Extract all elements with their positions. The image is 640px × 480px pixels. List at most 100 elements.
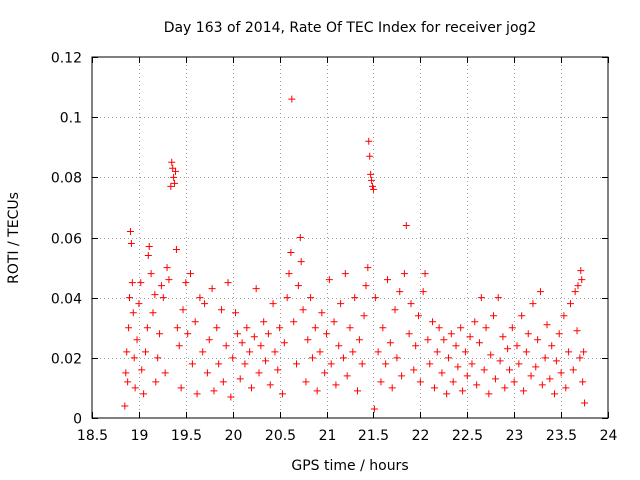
data-point xyxy=(463,372,471,380)
data-point xyxy=(421,270,429,278)
data-point xyxy=(152,378,160,386)
y-axis-label: ROTI / TECUs xyxy=(6,192,22,284)
data-point xyxy=(193,390,201,398)
data-point xyxy=(491,375,499,383)
data-point xyxy=(581,399,589,407)
data-point xyxy=(513,342,521,350)
data-point xyxy=(435,324,443,332)
data-point xyxy=(482,324,490,332)
data-point xyxy=(349,348,357,356)
x-tick-label: 19.5 xyxy=(171,428,202,444)
data-point xyxy=(382,360,390,368)
data-point xyxy=(541,354,549,362)
data-point xyxy=(141,348,149,356)
data-point xyxy=(466,333,474,341)
data-point xyxy=(325,276,333,284)
data-point xyxy=(485,390,493,398)
plot-frame xyxy=(91,56,609,419)
x-tick-label: 19 xyxy=(131,428,149,444)
data-point xyxy=(170,173,178,181)
y-tick-label: 0.12 xyxy=(51,51,82,67)
x-tick-label: 22 xyxy=(412,428,430,444)
data-point xyxy=(398,372,406,380)
data-point xyxy=(227,393,235,401)
data-point xyxy=(137,279,145,287)
data-point xyxy=(499,333,507,341)
data-point xyxy=(127,240,135,248)
data-point xyxy=(276,324,284,332)
data-point xyxy=(358,360,366,368)
data-point xyxy=(224,279,232,287)
x-tick-label: 18.5 xyxy=(77,428,108,444)
data-point xyxy=(229,354,237,362)
data-point xyxy=(285,270,293,278)
data-point xyxy=(369,182,377,190)
data-point xyxy=(546,375,554,383)
data-point xyxy=(243,324,251,332)
data-point xyxy=(294,282,302,290)
data-point xyxy=(416,378,424,386)
data-point xyxy=(143,324,151,332)
data-point xyxy=(149,309,157,317)
data-point xyxy=(187,270,195,278)
data-point xyxy=(327,360,335,368)
x-tick-label: 21 xyxy=(319,428,337,444)
data-point xyxy=(238,339,246,347)
data-point xyxy=(552,357,560,365)
data-point xyxy=(335,342,343,350)
data-point xyxy=(527,372,535,380)
data-point xyxy=(280,339,288,347)
data-point xyxy=(247,384,255,392)
data-point xyxy=(354,387,362,395)
data-point xyxy=(201,300,209,308)
data-point xyxy=(555,330,563,338)
data-point xyxy=(171,167,179,175)
data-point xyxy=(459,387,467,395)
data-point xyxy=(557,369,565,377)
data-point xyxy=(496,357,504,365)
data-point xyxy=(264,330,272,338)
data-point xyxy=(341,270,349,278)
data-point xyxy=(304,336,312,344)
data-point xyxy=(337,300,345,308)
data-point xyxy=(122,369,130,377)
data-point xyxy=(318,309,326,317)
data-point xyxy=(233,330,241,338)
data-point xyxy=(173,324,181,332)
data-point xyxy=(131,384,139,392)
data-point xyxy=(184,330,192,338)
data-point xyxy=(452,342,460,350)
data-point xyxy=(287,249,295,257)
data-point xyxy=(487,351,495,359)
data-point xyxy=(154,354,162,362)
data-point xyxy=(121,402,129,410)
data-point xyxy=(576,354,584,362)
data-point xyxy=(144,252,152,260)
data-point xyxy=(255,369,263,377)
data-point xyxy=(269,300,277,308)
data-point xyxy=(577,267,585,275)
x-tick-label: 22.5 xyxy=(452,428,483,444)
data-point xyxy=(529,300,537,308)
data-point xyxy=(266,381,274,389)
data-point xyxy=(579,378,587,386)
data-point xyxy=(179,306,187,314)
data-point xyxy=(477,294,485,302)
data-point xyxy=(222,342,230,350)
data-point xyxy=(368,176,376,184)
data-point xyxy=(151,291,159,299)
data-point xyxy=(296,234,304,241)
data-point xyxy=(346,324,354,332)
data-point xyxy=(426,360,434,368)
data-point xyxy=(480,366,488,374)
data-point xyxy=(124,378,132,386)
data-point xyxy=(461,348,469,356)
data-point xyxy=(161,369,169,377)
y-tick-label: 0.06 xyxy=(51,232,82,248)
data-point xyxy=(246,348,254,356)
data-point xyxy=(188,360,196,368)
data-point xyxy=(454,363,462,371)
data-point xyxy=(573,327,581,335)
data-point xyxy=(371,294,379,302)
data-point xyxy=(172,246,180,254)
